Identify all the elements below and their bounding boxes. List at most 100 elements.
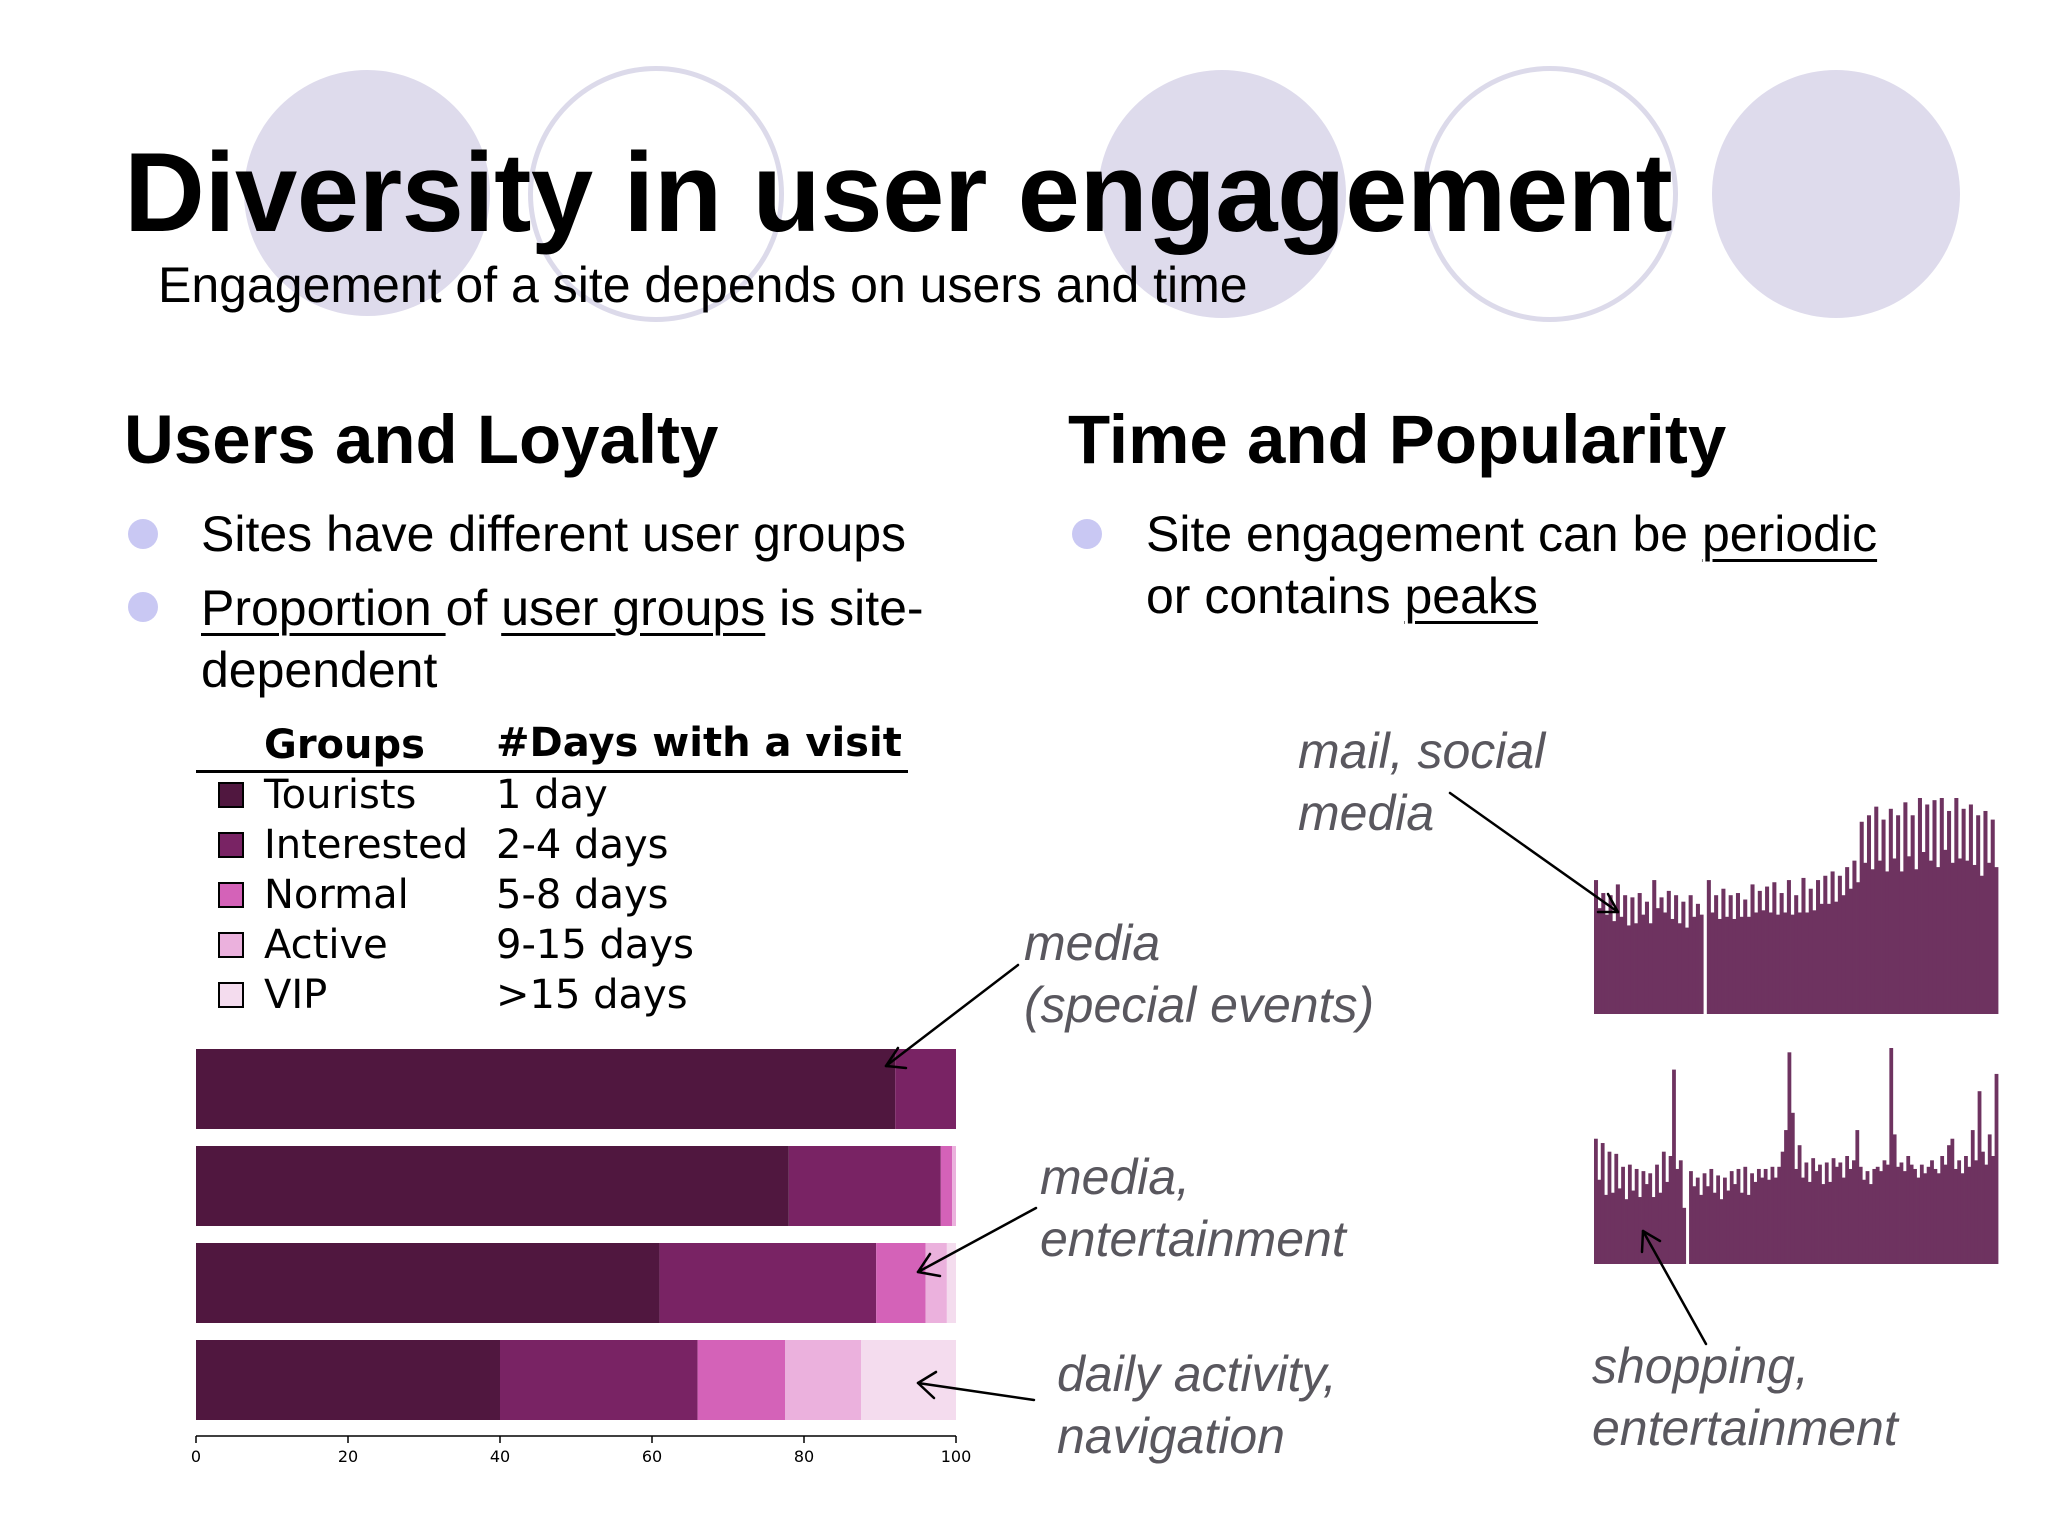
- timeseries-bar: [1672, 1069, 1676, 1264]
- x-tick-label: 60: [642, 1447, 662, 1466]
- timeseries-bar: [1910, 815, 1915, 1014]
- decorative-ring-2: [1422, 66, 1678, 322]
- right-column-heading: Time and Popularity: [1068, 401, 1727, 478]
- timeseries-bar: [1678, 1160, 1683, 1264]
- timeseries-bar: [1709, 1168, 1714, 1264]
- timeseries-bar: [1830, 871, 1835, 1014]
- timeseries-bar: [1594, 880, 1599, 1014]
- timeseries-bar: [1614, 1153, 1619, 1264]
- timeseries-bar: [1804, 1162, 1809, 1264]
- annotation-line: shopping,: [1592, 1338, 1809, 1394]
- annotation-daily-activity: daily activity, navigation: [1057, 1343, 1337, 1467]
- timeseries-bar: [1818, 1164, 1822, 1264]
- legend-group-days: >15 days: [496, 972, 688, 1018]
- timeseries-bar: [1631, 1190, 1636, 1264]
- timeseries-bar: [1725, 916, 1730, 1014]
- periodic-timeseries-chart: [1594, 798, 1999, 1014]
- timeseries-bar: [1714, 895, 1719, 1014]
- timeseries-bar: [1862, 1179, 1866, 1264]
- timeseries-bar: [1950, 862, 1955, 1014]
- timeseries-bar: [1811, 1158, 1816, 1264]
- timeseries-bar: [1819, 903, 1824, 1014]
- timeseries-bar: [1991, 1156, 1996, 1264]
- timeseries-bar: [1695, 903, 1700, 1014]
- timeseries-bar: [1775, 914, 1781, 1014]
- legend-group-name: Normal: [264, 872, 409, 918]
- timeseries-bar: [1604, 914, 1609, 1014]
- timeseries-bar: [1689, 1171, 1693, 1264]
- timeseries-bar: [1675, 1168, 1680, 1264]
- timeseries-bar: [1950, 1138, 1955, 1264]
- timeseries-bar: [1797, 1145, 1802, 1264]
- timeseries-bar: [1863, 862, 1868, 1014]
- timeseries-bar: [1957, 858, 1963, 1014]
- timeseries-bar: [1801, 1177, 1805, 1264]
- left-column-heading: Users and Loyalty: [124, 401, 719, 478]
- decorative-ring-1: [528, 66, 784, 322]
- timeseries-bar: [1626, 925, 1631, 1014]
- timeseries-bar: [1943, 1164, 1948, 1264]
- timeseries-bar: [1957, 1160, 1962, 1264]
- timeseries-bar: [1786, 880, 1791, 1014]
- legend-group-name: Interested: [264, 822, 469, 868]
- timeseries-bar: [1936, 1173, 1941, 1264]
- timeseries-bar: [1757, 890, 1762, 1014]
- timeseries-bar: [1990, 819, 1995, 1014]
- timeseries-bar: [1658, 1192, 1663, 1264]
- timeseries-bar: [1838, 1162, 1843, 1264]
- timeseries-bar: [1787, 1052, 1792, 1264]
- slide-title: Diversity in user engagement: [124, 130, 1673, 255]
- timeseries-bar: [1682, 1207, 1687, 1264]
- timeseries-bar: [1981, 1151, 1985, 1264]
- decorative-circle-1: [244, 70, 490, 316]
- bullet-line: or contains peaks: [1146, 565, 1877, 627]
- timeseries-bar: [1835, 1166, 1839, 1264]
- bullet-text-run: Sites have different user groups: [201, 506, 907, 562]
- timeseries-bar: [1885, 1164, 1890, 1264]
- left-bullet-1: Sites have different user groups: [201, 503, 906, 565]
- x-tick-label: 100: [941, 1447, 972, 1466]
- timeseries-bar: [1677, 923, 1682, 1014]
- timeseries-bar: [1634, 1168, 1639, 1264]
- timeseries-bar: [1954, 798, 1959, 1014]
- timeseries-bar: [1805, 912, 1810, 1014]
- legend-row-active: Active 9-15 days: [196, 922, 916, 972]
- bullet-text-run: of: [445, 580, 502, 636]
- timeseries-bar: [1943, 849, 1948, 1014]
- timeseries-bar: [1750, 884, 1755, 1014]
- timeseries-bar: [1783, 912, 1788, 1014]
- timeseries-bar: [1746, 916, 1751, 1014]
- timeseries-bar: [1932, 800, 1937, 1014]
- timeseries-bar: [1760, 1177, 1765, 1264]
- timeseries-bar: [1977, 1091, 1982, 1264]
- timeseries-bar: [1903, 802, 1908, 1014]
- annotation-line: entertainment: [1040, 1211, 1346, 1267]
- timeseries-bar: [1790, 1112, 1795, 1264]
- timeseries-bar: [1834, 901, 1839, 1014]
- timeseries-bar: [1733, 1184, 1737, 1264]
- timeseries-bar: [1914, 869, 1919, 1014]
- timeseries-bar: [1881, 819, 1886, 1014]
- timeseries-bar: [1610, 1192, 1615, 1264]
- peaks-timeseries-chart: [1594, 1048, 1999, 1264]
- bar-segment-tourists: [196, 1243, 660, 1323]
- timeseries-bar: [1953, 1168, 1958, 1264]
- annotation-media-special-events: media (special events): [1024, 912, 1374, 1036]
- timeseries-bar: [1875, 1166, 1880, 1264]
- timeseries-bar: [1739, 1192, 1744, 1264]
- timeseries-bar: [1655, 908, 1660, 1014]
- bullet-text-run: is site-: [765, 580, 924, 636]
- annotation-mail-social: mail, social media: [1298, 720, 1545, 844]
- timeseries-bar: [1624, 1199, 1629, 1264]
- timeseries-bar: [1794, 1168, 1799, 1264]
- timeseries-bar: [1615, 884, 1620, 1014]
- timeseries-bar: [1907, 856, 1912, 1014]
- timeseries-bar: [1681, 901, 1686, 1014]
- timeseries-bar: [1841, 895, 1846, 1014]
- timeseries-bar: [1947, 810, 1952, 1014]
- timeseries-bar: [1801, 877, 1806, 1014]
- annotation-shopping: shopping, entertainment: [1592, 1335, 1898, 1459]
- timeseries-bar: [1641, 914, 1646, 1014]
- timeseries-bar: [1641, 1171, 1646, 1264]
- timeseries-bar: [1659, 897, 1664, 1014]
